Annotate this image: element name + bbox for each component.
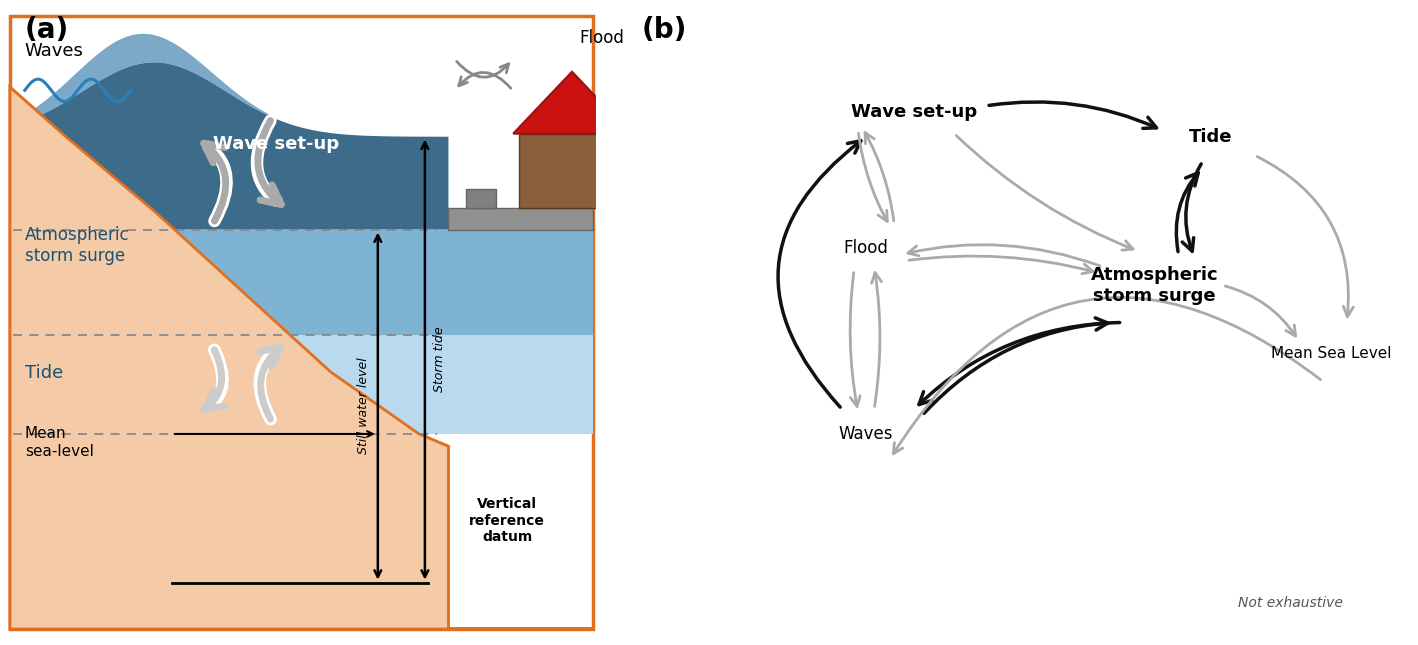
- Text: Waves: Waves: [24, 42, 84, 60]
- Polygon shape: [513, 72, 631, 134]
- Text: Atmospheric
storm surge: Atmospheric storm surge: [24, 226, 129, 264]
- Text: (b): (b): [642, 15, 688, 44]
- Text: Vertical
reference
datum: Vertical reference datum: [469, 497, 546, 544]
- Text: Storm tide: Storm tide: [432, 327, 447, 392]
- Text: Flood: Flood: [579, 28, 624, 46]
- Text: Tide: Tide: [24, 364, 62, 382]
- Text: Atmospheric
storm surge: Atmospheric storm surge: [1090, 266, 1218, 304]
- Text: Not exhaustive: Not exhaustive: [1238, 597, 1343, 610]
- Polygon shape: [10, 335, 593, 434]
- Text: Mean
sea-level: Mean sea-level: [24, 426, 94, 459]
- Text: Mean Sea Level: Mean Sea Level: [1271, 346, 1391, 361]
- Text: Still water level: Still water level: [356, 358, 370, 455]
- Text: Wave set-up: Wave set-up: [213, 135, 339, 153]
- Text: Tide: Tide: [1188, 128, 1232, 146]
- Text: Flood: Flood: [844, 239, 889, 257]
- Polygon shape: [10, 230, 593, 335]
- Text: (a): (a): [24, 15, 69, 44]
- Bar: [519, 134, 625, 208]
- Polygon shape: [10, 87, 593, 629]
- Bar: [448, 208, 593, 230]
- Bar: [467, 190, 495, 208]
- Polygon shape: [10, 63, 448, 230]
- Text: Wave set-up: Wave set-up: [851, 103, 977, 121]
- Text: Waves: Waves: [839, 425, 893, 443]
- Polygon shape: [10, 34, 272, 126]
- Polygon shape: [10, 87, 593, 629]
